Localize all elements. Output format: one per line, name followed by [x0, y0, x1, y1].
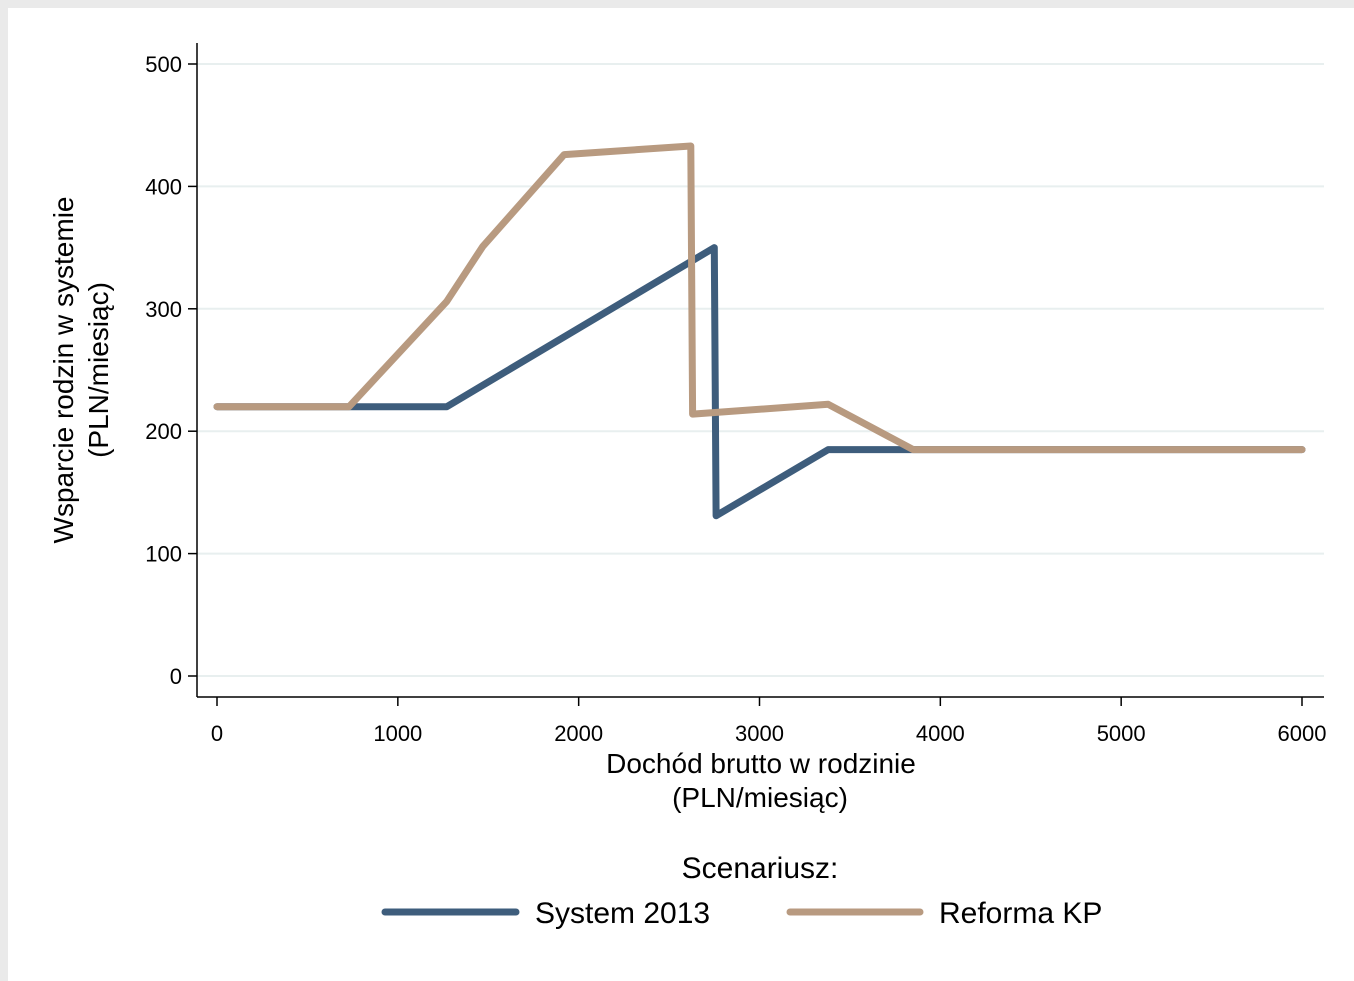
x-tick-label-1000: 1000 — [373, 721, 422, 746]
x-axis-title-line-1: Dochód brutto w rodzinie — [606, 748, 916, 779]
x-tick-label-3000: 3000 — [735, 721, 784, 746]
x-axis-title-line-2: (PLN/miesiąc) — [672, 782, 848, 813]
legend-title: Scenariusz: — [682, 852, 839, 885]
legend-label-reforma-kp: Reforma KP — [939, 897, 1102, 930]
series-lines — [213, 142, 1306, 520]
series-line-reforma-kp — [213, 142, 1306, 454]
x-tick-label-0: 0 — [211, 721, 223, 746]
x-tick-label-2000: 2000 — [554, 721, 603, 746]
y-tick-label-500: 500 — [145, 52, 182, 77]
x-tick-label-4000: 4000 — [916, 721, 965, 746]
x-tick-label-5000: 5000 — [1097, 721, 1146, 746]
y-tick-label-0: 0 — [170, 664, 182, 689]
x-tick-label-6000: 6000 — [1278, 721, 1327, 746]
gridlines — [197, 63, 1324, 677]
y-tick-label-200: 200 — [145, 419, 182, 444]
y-tick-label-400: 400 — [145, 174, 182, 199]
y-axis-title-line-2: (PLN/miesiąc) — [83, 282, 114, 458]
y-axis-title-line-1: Wsparcie rodzin w systemie — [48, 197, 79, 544]
y-tick-label-300: 300 — [145, 297, 182, 322]
legend-label-system-2013: System 2013 — [535, 897, 710, 930]
series-line-system-2013 — [213, 244, 1306, 520]
chart-canvas: 0 100 200 300 400 500 0 1000 2000 3000 4000 5000 600… — [8, 8, 1354, 981]
y-tick-label-100: 100 — [145, 542, 182, 567]
legend: Scenariusz: System 2013 Reforma KP — [381, 852, 1102, 930]
